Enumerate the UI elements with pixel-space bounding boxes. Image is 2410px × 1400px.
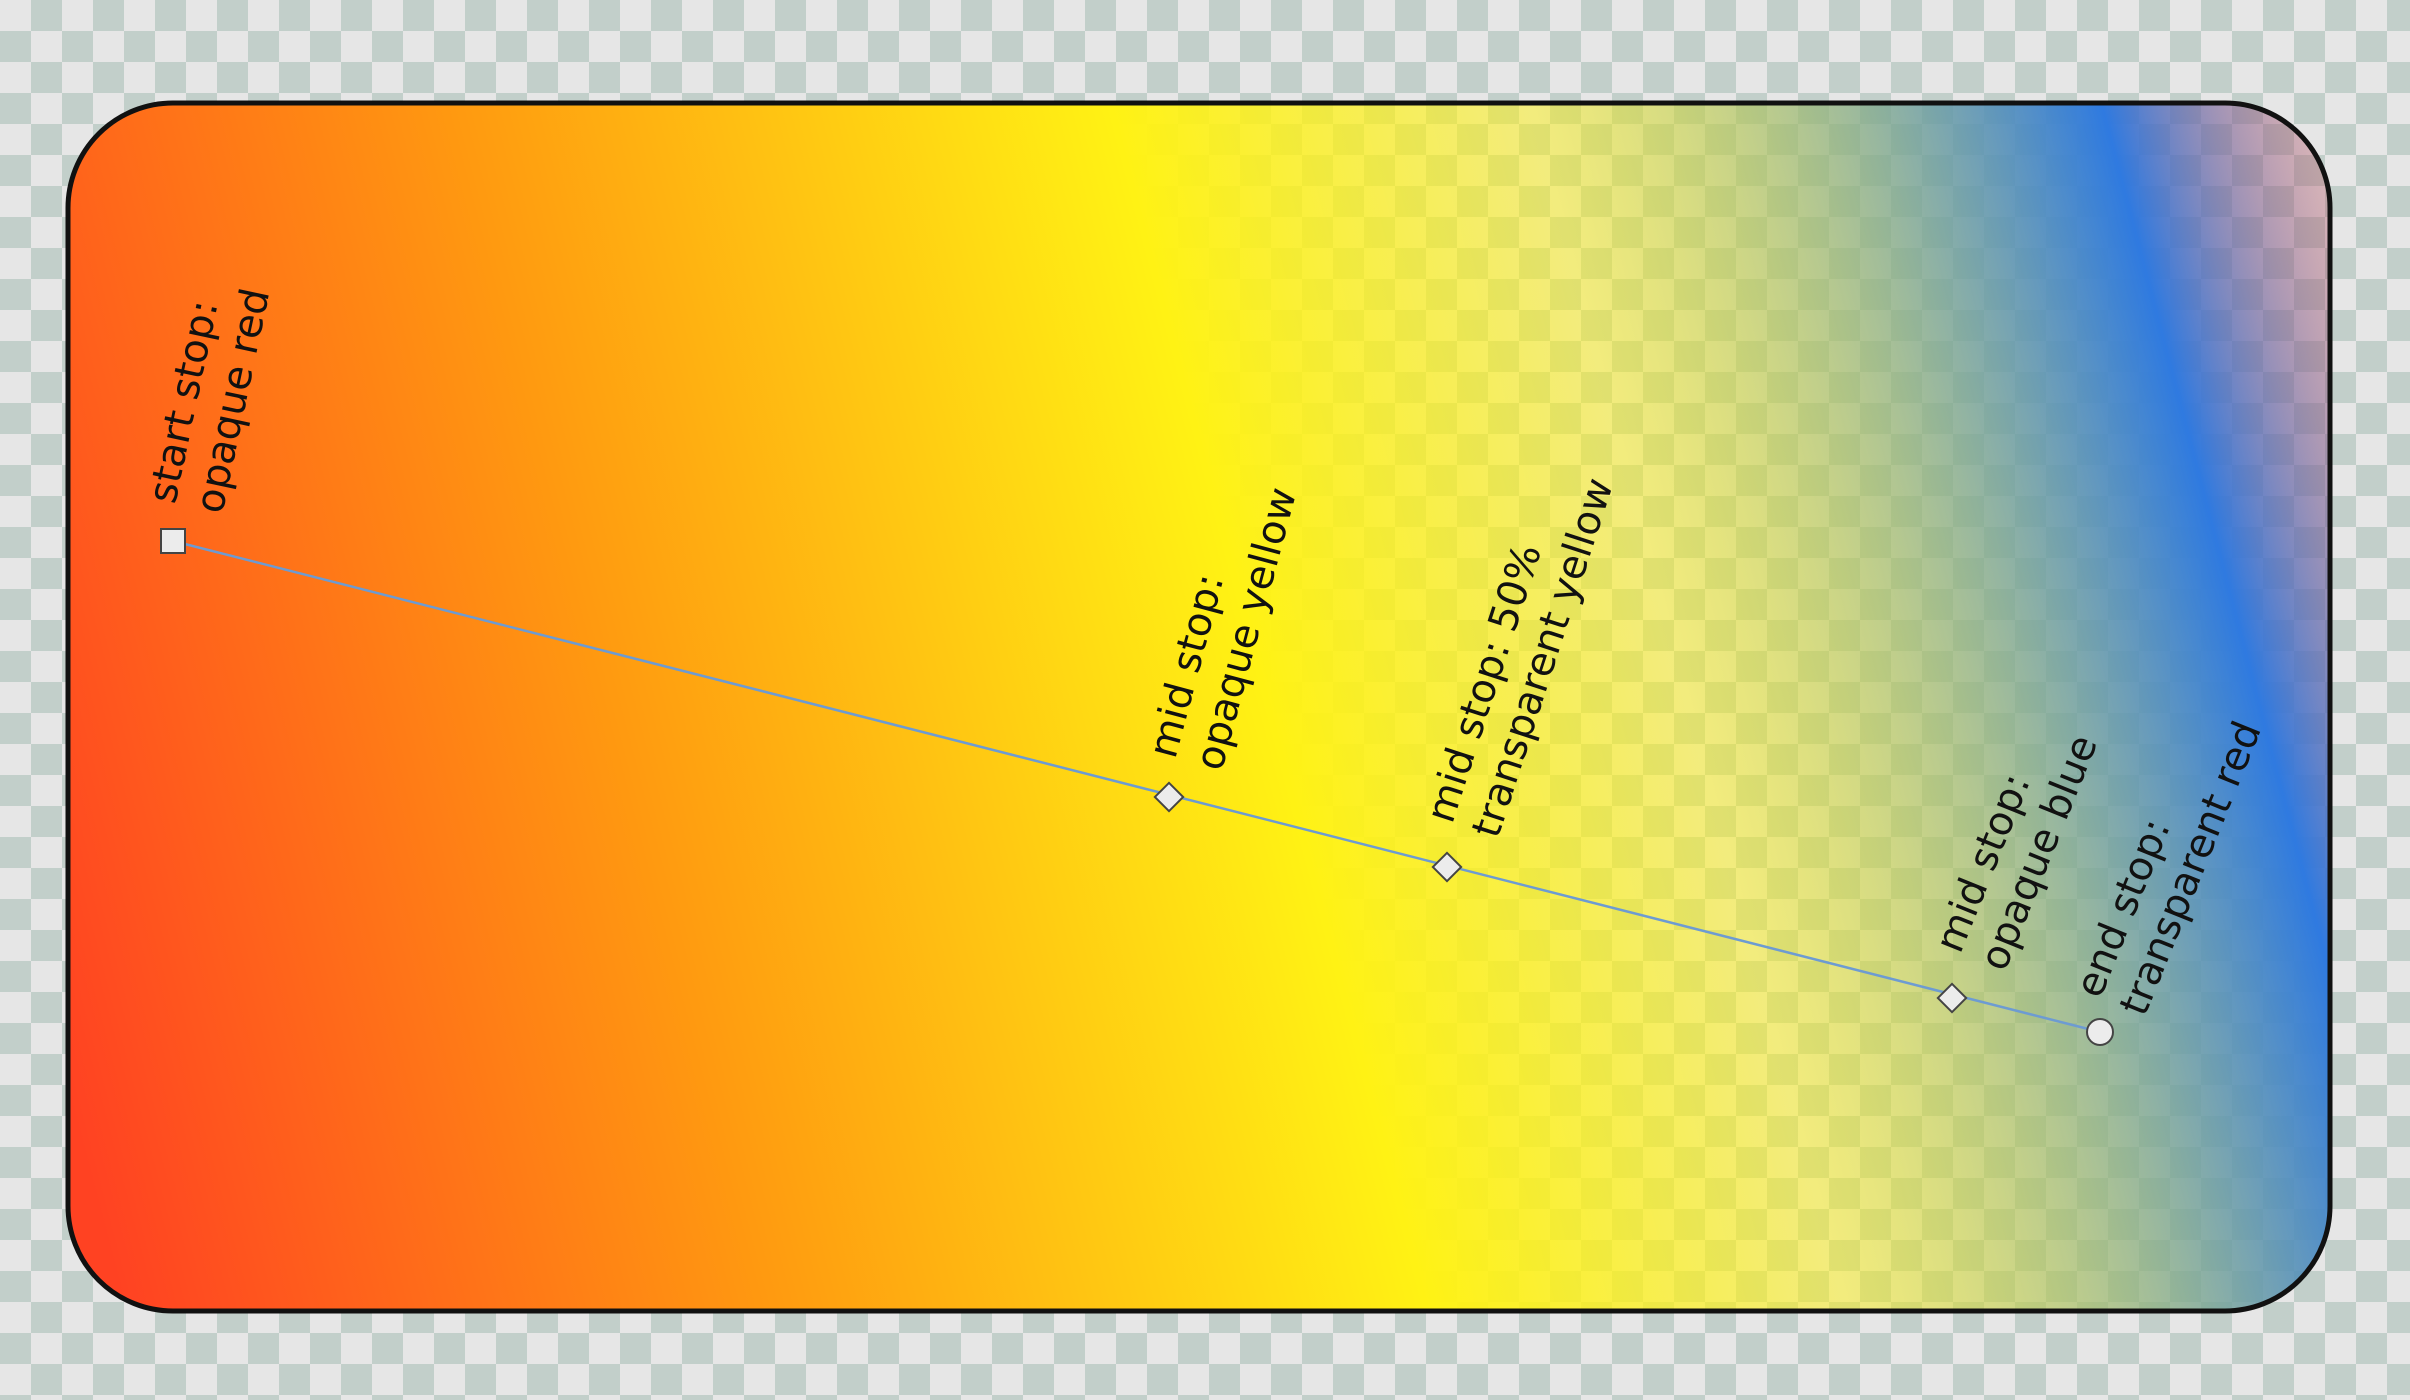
mid-stop-transparent-yellow-handle[interactable]	[1431, 851, 1463, 883]
mid-stop-opaque-blue-handle[interactable]	[1936, 982, 1968, 1014]
gradient-frame	[65, 100, 2333, 1314]
start-stop-handle[interactable]	[160, 528, 186, 554]
gradient-line[interactable]	[172, 539, 2101, 1034]
mid-stop-opaque-yellow-handle[interactable]	[1153, 781, 1185, 813]
end-stop-handle[interactable]	[2086, 1018, 2114, 1046]
